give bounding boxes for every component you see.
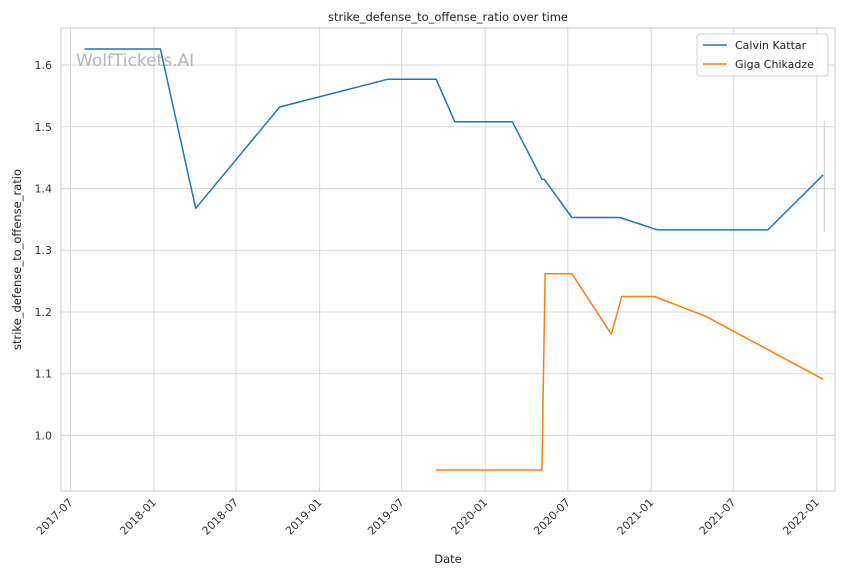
y-tick-label: 1.3: [35, 244, 53, 257]
legend-label: Calvin Kattar: [735, 39, 807, 52]
legend-label: Giga Chikadze: [735, 58, 814, 71]
y-axis-label: strike_defense_to_offense_ratio: [10, 169, 24, 350]
y-tick-label: 1.6: [35, 59, 53, 72]
y-tick-label: 1.2: [35, 306, 53, 319]
y-tick-label: 1.5: [35, 121, 53, 134]
legend: Calvin Kattar Giga Chikadze: [696, 33, 829, 77]
x-axis-label: Date: [434, 552, 462, 566]
y-tick-label: 1.0: [35, 429, 53, 442]
series-line-1: [84, 48, 824, 231]
series-layer: [84, 48, 825, 471]
chart-title: strike_defense_to_offense_ratio over tim…: [328, 10, 568, 24]
series-line-2: [436, 272, 824, 471]
grid: [61, 28, 835, 491]
y-tick-label: 1.4: [35, 183, 53, 196]
watermark: WolfTickets.AI: [76, 51, 194, 71]
y-tick-label: 1.1: [35, 368, 53, 381]
legend-box: [696, 33, 829, 77]
plot-area-frame: [60, 27, 836, 492]
